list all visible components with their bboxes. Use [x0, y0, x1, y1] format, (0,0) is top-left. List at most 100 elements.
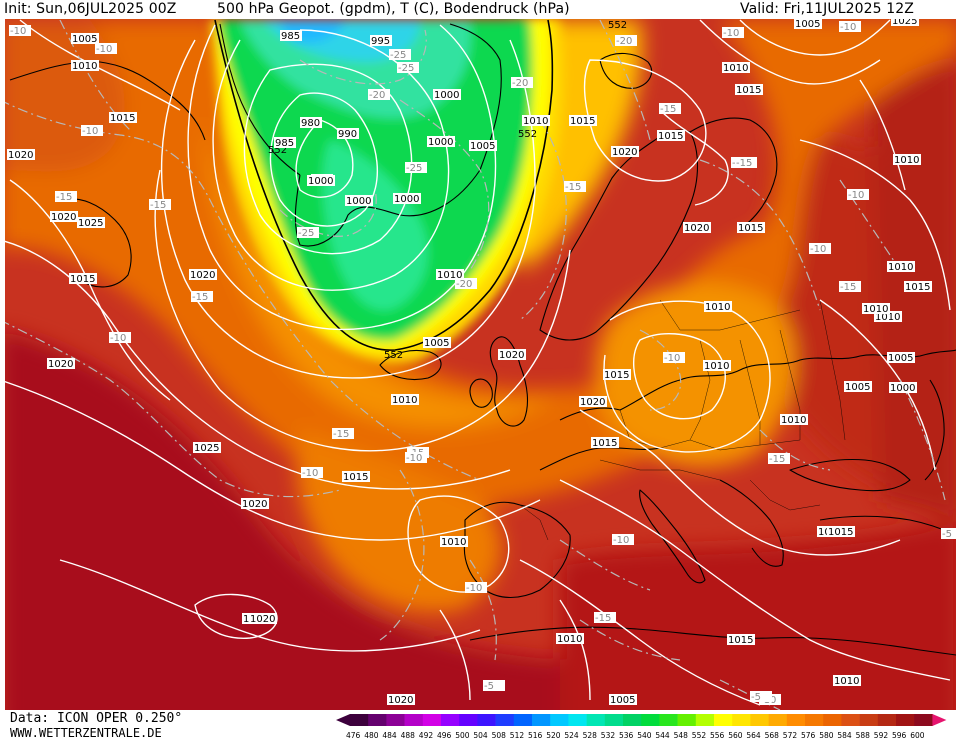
isotherm-label: -20: [455, 278, 477, 290]
svg-text:1010: 1010: [863, 304, 888, 315]
isotherm-label: -25: [397, 62, 419, 74]
svg-text:1015: 1015: [592, 438, 617, 449]
svg-text:1015: 1015: [738, 223, 763, 234]
scale-tick-label: 532: [601, 731, 616, 740]
isobar-label: 1015: [603, 369, 631, 381]
geopotential-contour-552: [214, 19, 554, 351]
scale-swatch: [677, 714, 697, 726]
isobar-label: 1010: [391, 394, 419, 406]
surface-pressure-labels: 1005101010151020102510201015102010251020…: [7, 19, 932, 706]
svg-text:-25: -25: [406, 163, 422, 174]
pressure-label: 990: [337, 128, 359, 140]
scale-swatch: [732, 714, 751, 726]
scale-swatch: [714, 714, 733, 726]
isobar-label: 1000: [307, 175, 335, 187]
svg-text:1025: 1025: [78, 218, 103, 229]
svg-text:-15: -15: [565, 182, 581, 193]
svg-text:1015: 1015: [728, 635, 753, 646]
isobar-label: 1010: [862, 303, 890, 315]
svg-text:1000: 1000: [428, 137, 453, 148]
pressure-label: 985: [274, 137, 296, 149]
isotherm-label: -5: [483, 680, 505, 692]
website-label: WWW.WETTERZENTRALE.DE: [10, 726, 162, 740]
svg-text:1015: 1015: [905, 282, 930, 293]
svg-text:-15: -15: [660, 104, 676, 115]
isobar-label: 1010: [704, 301, 732, 313]
svg-text:1020: 1020: [580, 397, 605, 408]
svg-text:1015: 1015: [658, 131, 683, 142]
isobar-label: 1020: [249, 613, 277, 625]
scale-tick-label: 480: [364, 731, 379, 740]
geopotential-labels: 552 552 552 552: [268, 20, 627, 361]
isotherm-label: -15: [55, 191, 77, 203]
scale-swatch: [422, 714, 442, 726]
scale-tick-label: 564: [746, 731, 761, 740]
scale-tick-label: 512: [510, 731, 525, 740]
scale-arrow-low: [336, 714, 350, 726]
isobar-label: 1020: [241, 498, 269, 510]
isotherm-label: -15: [768, 453, 790, 465]
isobar-label: 1005: [469, 140, 497, 152]
scale-swatch: [823, 714, 842, 726]
svg-text:-15: -15: [595, 613, 611, 624]
svg-text:-10: -10: [664, 353, 680, 364]
scale-tick-label: 488: [401, 731, 416, 740]
svg-text:-10: -10: [110, 333, 126, 344]
isobar-label: 1015: [569, 115, 597, 127]
geopot-label: 552: [608, 20, 627, 31]
isobar-label: 1000: [889, 382, 917, 394]
scale-swatch: [459, 714, 478, 726]
pressure-label: 985: [280, 30, 302, 42]
svg-text:1010: 1010: [834, 676, 859, 687]
scale-swatch: [896, 714, 915, 726]
isotherm-label: -25: [389, 49, 411, 61]
scale-tick-label: 484: [382, 731, 397, 740]
isotherm-label: -25: [297, 227, 319, 239]
isobar-label: 1015: [904, 281, 932, 293]
isobar-label: 1010: [887, 261, 915, 273]
isobar-label: 1020: [611, 146, 639, 158]
svg-text:980: 980: [301, 118, 320, 129]
temperature-labels: -10 -10 -10 -15 -15 -15 -10 -15 -15 -20 -25 -25 -25 -…: [9, 21, 956, 706]
isobar-label: 1010: [833, 675, 861, 687]
svg-text:1000: 1000: [346, 196, 371, 207]
isotherm-label: -10: [81, 125, 103, 137]
geopot-label: 552: [384, 350, 403, 361]
isotherm-label: -10: [95, 43, 117, 55]
svg-text:-10: -10: [723, 28, 739, 39]
isotherm-label: -15: [839, 281, 861, 293]
svg-text:-20: -20: [512, 78, 528, 89]
isotherm-label: -20: [511, 77, 533, 89]
isotherm-label: -15: [659, 103, 681, 115]
isotherm-label: -10: [722, 27, 744, 39]
isobar-label: 1005: [71, 33, 99, 45]
scale-swatch: [659, 714, 678, 726]
isobar-label: 1005: [844, 381, 872, 393]
isotherm-label: -15: [332, 428, 354, 440]
isobar-label: 1020: [498, 349, 526, 361]
isobar-label: 1010: [703, 360, 731, 372]
valid-time-label: Valid: Fri,11JUL2025 12Z: [740, 1, 914, 17]
isobar-label: 1020: [683, 222, 711, 234]
scale-tick-label: 560: [728, 731, 743, 740]
svg-text:-15: -15: [736, 158, 752, 169]
svg-text:-10: -10: [810, 244, 826, 255]
svg-text:-5: -5: [942, 529, 952, 540]
svg-text:1010: 1010: [72, 61, 97, 72]
scale-tick-label: 592: [874, 731, 889, 740]
svg-text:-15: -15: [150, 200, 166, 211]
scale-tick-label: 500: [455, 731, 470, 740]
isobar-label: 1015: [735, 84, 763, 96]
isobar-label: 1010: [436, 269, 464, 281]
scale-tick-label: 568: [765, 731, 780, 740]
data-source-label: Data: ICON OPER 0.250°: [10, 711, 183, 726]
scale-tick-label: 536: [619, 731, 634, 740]
scale-swatch: [550, 714, 569, 726]
svg-text:1005: 1005: [470, 141, 495, 152]
svg-text:-20: -20: [616, 36, 632, 47]
isobar-label: 1015: [109, 112, 137, 124]
weather-map[interactable]: 552 552 552 552 985 995 980 985 990 995 …: [5, 19, 956, 710]
svg-text:1010: 1010: [888, 262, 913, 273]
scale-swatch: [786, 714, 806, 726]
svg-text:-5: -5: [484, 681, 494, 692]
